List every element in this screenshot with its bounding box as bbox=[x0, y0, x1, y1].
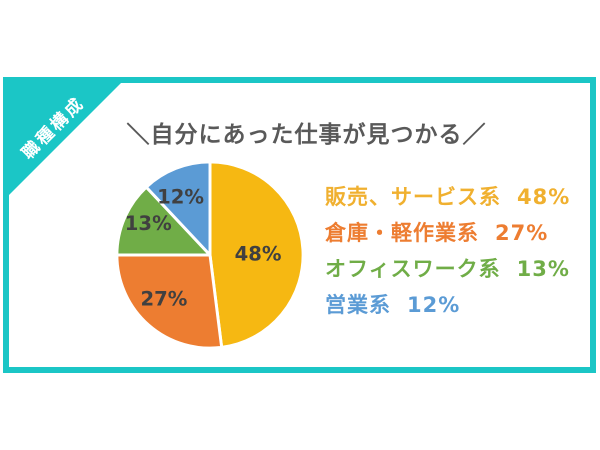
legend-value: 48% bbox=[517, 185, 571, 209]
chart-title: ＼自分にあった仕事が見つかる／ bbox=[126, 122, 487, 148]
pie-svg: 48% 27% 13% 12% bbox=[115, 160, 305, 350]
pie-slice-office-work bbox=[115, 185, 212, 257]
pie-chart: 48% 27% 13% 12% bbox=[112, 157, 308, 353]
legend-item-eigyo: 営業系 12% bbox=[325, 287, 570, 323]
legend-label: 倉庫・軽作業系 bbox=[325, 221, 479, 245]
pie-label-27: 27% bbox=[140, 288, 187, 311]
legend-item-warehouse-light-work: 倉庫・軽作業系 27% bbox=[325, 215, 570, 251]
pie-label-12: 12% bbox=[157, 186, 204, 209]
legend-value: 12% bbox=[407, 293, 461, 317]
legend-item-office-work: オフィスワーク系 13% bbox=[325, 251, 570, 287]
pie-slice-eigyo bbox=[144, 160, 212, 257]
chart-frame: 職種構成 ＼自分にあった仕事が見つかる／ 48% 27% 13% 12% 販売、… bbox=[3, 77, 596, 373]
pie-label-13: 13% bbox=[125, 212, 172, 235]
legend-label: 販売、サービス系 bbox=[325, 185, 501, 209]
legend-label: 営業系 bbox=[325, 293, 391, 317]
legend-value: 27% bbox=[495, 221, 549, 245]
pie-slice-warehouse-light-work bbox=[115, 253, 224, 350]
legend-label: オフィスワーク系 bbox=[325, 257, 501, 281]
legend-value: 13% bbox=[516, 257, 570, 281]
legend-item-sales-service: 販売、サービス系 48% bbox=[325, 179, 570, 215]
pie-label-48: 48% bbox=[235, 243, 282, 266]
pie-slice-sales-service bbox=[208, 160, 305, 349]
legend: 販売、サービス系 48% 倉庫・軽作業系 27% オフィスワーク系 13% 営業… bbox=[325, 179, 570, 323]
